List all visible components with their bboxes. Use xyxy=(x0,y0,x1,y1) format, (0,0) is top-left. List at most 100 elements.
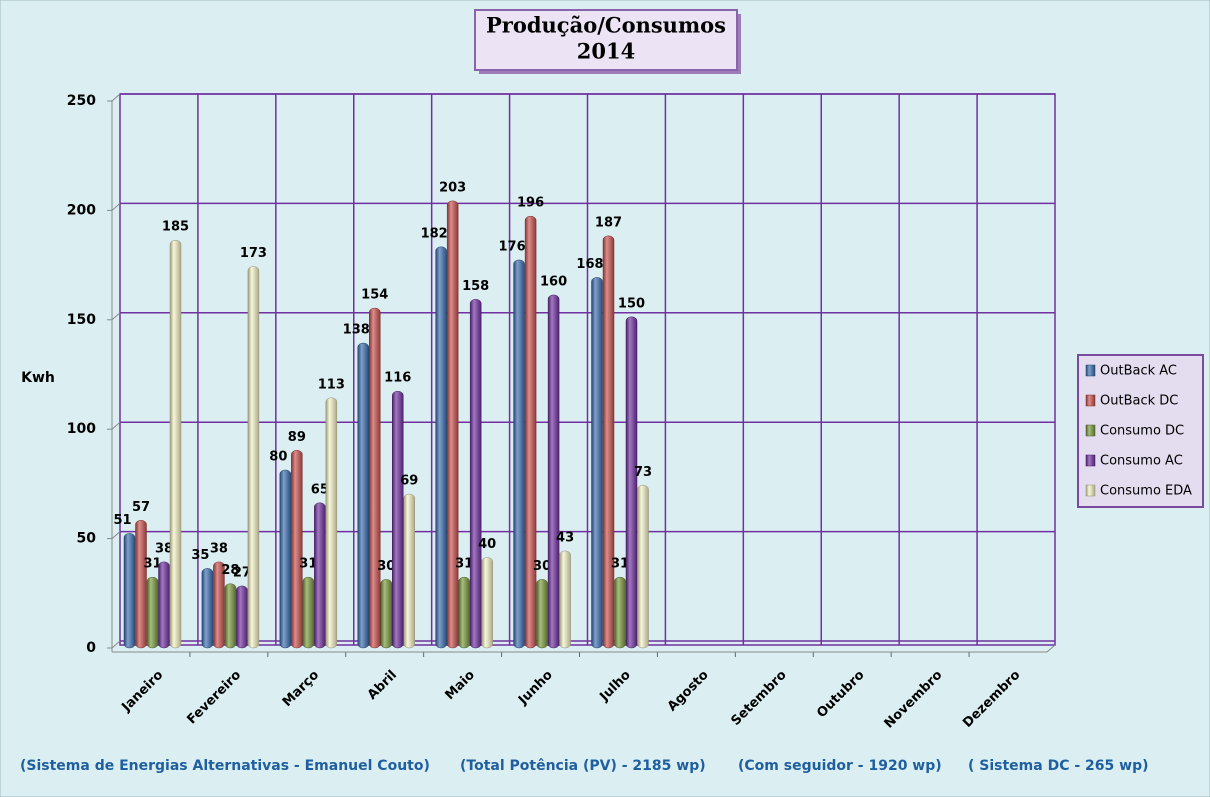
bar xyxy=(481,557,493,649)
value-label: 116 xyxy=(384,371,411,386)
annotation: ( Sistema DC - 265 wp) xyxy=(968,758,1149,774)
legend-label: Consumo EDA xyxy=(1100,484,1192,499)
value-label: 173 xyxy=(240,246,267,261)
legend-label: OutBack DC xyxy=(1100,394,1178,409)
bar xyxy=(602,235,615,649)
grid-depth xyxy=(111,531,121,539)
bar xyxy=(536,579,548,649)
value-label: 176 xyxy=(499,239,526,254)
grid-depth xyxy=(111,421,121,430)
annotation: (Sistema de Energias Alternativas - Eman… xyxy=(20,758,430,774)
value-label: 38 xyxy=(155,541,173,556)
bar xyxy=(559,550,571,649)
value-label: 51 xyxy=(113,513,131,528)
y-tick-label: 150 xyxy=(67,312,96,328)
value-label: 40 xyxy=(478,537,496,552)
title-box xyxy=(474,9,738,71)
chart-subtitle: 2014 xyxy=(577,39,635,64)
value-label: 69 xyxy=(400,474,418,489)
value-label: 182 xyxy=(421,226,448,241)
y-tick-label: 200 xyxy=(67,202,96,218)
annotation: (Com seguidor - 1920 wp) xyxy=(738,758,942,774)
value-label: 196 xyxy=(517,196,544,211)
bar xyxy=(236,585,248,649)
value-label: 27 xyxy=(233,565,251,580)
bar xyxy=(325,397,338,649)
value-label: 31 xyxy=(611,557,629,572)
value-label: 168 xyxy=(576,257,603,272)
bar xyxy=(357,342,369,649)
bar xyxy=(158,561,170,649)
value-label: 154 xyxy=(361,288,388,303)
value-label: 30 xyxy=(377,559,395,574)
bar xyxy=(435,246,447,649)
bar xyxy=(469,299,482,649)
y-tick-label: 50 xyxy=(77,531,97,547)
grid-depth xyxy=(111,312,121,321)
value-label: 57 xyxy=(132,500,150,515)
annotation: (Total Potência (PV) - 2185 wp) xyxy=(460,758,706,774)
value-label: 31 xyxy=(143,557,161,572)
y-tick-label: 250 xyxy=(67,93,96,109)
bar xyxy=(169,239,182,649)
bar xyxy=(403,493,415,649)
value-label: 43 xyxy=(556,530,574,545)
legend-label: Consumo DC xyxy=(1100,424,1184,439)
bar xyxy=(524,215,537,649)
bar xyxy=(247,266,260,649)
value-label: 30 xyxy=(533,559,551,574)
bar xyxy=(591,277,603,649)
y-tick-label: 0 xyxy=(86,640,96,656)
value-label: 31 xyxy=(455,557,473,572)
legend-swatch xyxy=(1085,394,1096,407)
bar xyxy=(369,307,381,649)
value-label: 113 xyxy=(318,377,345,392)
bar xyxy=(302,576,315,649)
bar xyxy=(380,579,392,649)
bar xyxy=(458,576,470,649)
bar xyxy=(614,576,626,649)
bar xyxy=(123,533,136,649)
value-label: 89 xyxy=(288,430,306,445)
bar xyxy=(224,583,237,649)
grid-depth xyxy=(111,640,121,649)
legend-swatch xyxy=(1085,424,1096,437)
value-label: 138 xyxy=(343,323,370,338)
grid-depth xyxy=(111,93,121,102)
bar xyxy=(146,576,159,649)
bar xyxy=(392,390,404,649)
value-label: 187 xyxy=(595,215,622,230)
legend-box xyxy=(1077,354,1204,508)
value-label: 31 xyxy=(299,557,317,572)
value-label: 35 xyxy=(191,548,209,563)
bar xyxy=(201,568,214,649)
legend-swatch xyxy=(1085,364,1096,377)
bar xyxy=(637,485,649,649)
bar xyxy=(547,294,560,649)
value-label: 150 xyxy=(618,296,645,311)
legend-swatch xyxy=(1085,454,1096,467)
value-label: 28 xyxy=(221,563,239,578)
legend-label: Consumo AC xyxy=(1100,454,1183,469)
bar xyxy=(291,450,303,649)
value-label: 185 xyxy=(162,220,189,235)
value-label: 38 xyxy=(210,541,228,556)
bar xyxy=(314,502,326,649)
value-label: 203 xyxy=(439,180,466,195)
legend-swatch xyxy=(1085,484,1096,497)
x-axis-depth xyxy=(1046,644,1056,653)
value-label: 65 xyxy=(311,482,329,497)
grid-depth xyxy=(111,203,121,211)
bar xyxy=(135,520,147,649)
y-tick-label: 100 xyxy=(67,421,96,437)
y-axis-label: Kwh xyxy=(21,370,55,386)
bar xyxy=(513,259,525,649)
legend-label: OutBack AC xyxy=(1100,364,1177,379)
bar xyxy=(279,469,292,649)
value-label: 160 xyxy=(540,274,567,289)
bar xyxy=(625,316,638,649)
value-label: 73 xyxy=(634,465,652,480)
bar xyxy=(446,200,459,649)
bar xyxy=(213,561,225,649)
